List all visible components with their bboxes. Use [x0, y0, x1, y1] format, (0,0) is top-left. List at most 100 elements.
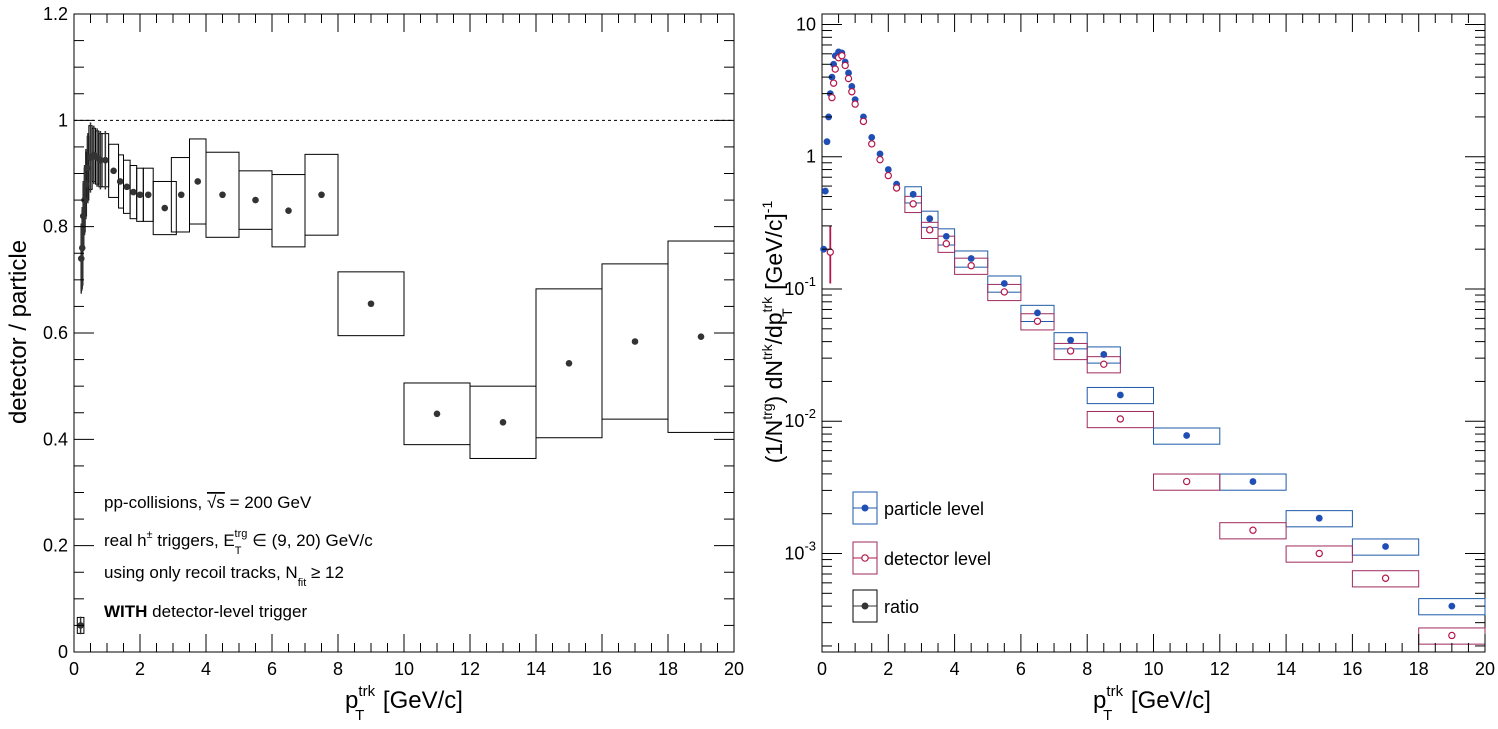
left-ytick-label: 0.8	[43, 217, 68, 237]
ann3-post: ≥ 12	[306, 563, 344, 582]
annotation-collisions: pp-collisions, √s = 200 GeV	[104, 493, 312, 512]
left-x-axis-ticks: 0 2 4 6 8 10 12 14 16 18 20	[69, 14, 744, 679]
spectrum-systematic-boxes	[904, 186, 1486, 645]
annotation-detector-trigger: WITH detector-level trigger	[104, 602, 307, 621]
left-annotations: pp-collisions, √s = 200 GeV real h± trig…	[104, 493, 373, 621]
particle-sys-box-27	[1086, 386, 1154, 405]
left-xtick-label: 4	[201, 659, 211, 679]
ratio-sys-box-24	[304, 153, 339, 236]
left-y-axis-label: detector / particle	[5, 240, 32, 424]
detector-point-20	[1033, 317, 1042, 325]
right-xtick-label: 14	[1276, 659, 1296, 679]
particle-sys-box-32	[1418, 598, 1486, 616]
left-xlabel-sup: trk	[358, 683, 375, 700]
ann2-sup: ±	[147, 529, 153, 541]
left-x-axis-label: ptrk T [GeV/c]	[345, 683, 463, 724]
particle-point-1	[821, 187, 829, 195]
legend-entry-ratio: ratio	[852, 589, 919, 623]
detector-point-28	[1448, 631, 1456, 640]
particle-point-17	[884, 166, 892, 173]
rylabel-d-sup: -1	[759, 201, 775, 214]
particle-point-26	[1100, 351, 1108, 358]
detector-point-27	[1381, 574, 1390, 582]
ann4-bold: WITH	[104, 602, 147, 621]
rylabel-c-sup: trk	[759, 296, 775, 313]
particle-point-20	[926, 215, 934, 223]
ratio-point-14	[123, 183, 131, 191]
detector-sys-box-23	[1086, 410, 1154, 429]
rylabel-c: /dp	[761, 312, 787, 344]
right-y-axis-ticks: 10-3 10-2 10-1 1 10	[784, 14, 1485, 647]
ann2-pre: real h	[104, 531, 147, 550]
particle-point-25	[1067, 336, 1075, 344]
right-y-axis-label: (1/Ntrg) dNtrk/dptrkT [GeV/c]-1	[759, 201, 795, 464]
ratio-markers	[77, 122, 705, 635]
ratio-point-24	[318, 191, 325, 199]
left-ytick-label: 0.2	[43, 536, 68, 556]
particle-point-21	[942, 232, 950, 240]
right-ytick-label: 1	[806, 147, 816, 167]
particle-point-24	[1034, 309, 1041, 317]
right-ytick-label: 10-1	[784, 274, 816, 299]
left-ytick-label: 1.2	[43, 4, 68, 24]
particle-point-31	[1382, 543, 1389, 550]
right-xtick-label: 16	[1342, 659, 1362, 679]
particle-point-16	[876, 150, 884, 158]
detector-point-18	[967, 261, 975, 270]
right-xtick-label: 4	[950, 659, 960, 679]
ratio-point-26	[433, 410, 441, 418]
ratio-point-15	[130, 188, 137, 196]
detector-point-16	[926, 226, 934, 234]
ratio-point-29	[631, 338, 639, 345]
annotation-triggers: real h± triggers, ETtrg ∈ (9, 20) GeV/c	[104, 528, 373, 557]
left-xtick-label: 10	[394, 659, 414, 679]
left-xtick-label: 8	[333, 659, 343, 679]
ratio-point-28	[565, 360, 573, 367]
right-xlabel-unit: [GeV/c]	[1124, 687, 1211, 714]
right-xlabel-sub: T	[1103, 707, 1112, 724]
legend-detector-label: detector level	[884, 549, 991, 569]
particle-point-28	[1183, 432, 1191, 439]
detector-point-17	[942, 240, 951, 248]
ann2-sup2: trg	[235, 528, 248, 540]
left-y-axis-ticks: 0 0.2 0.4 0.6 0.8 1 1.2	[43, 4, 734, 662]
ann3-sub: fit	[298, 577, 307, 589]
legend: particle level detector level ratio	[852, 491, 991, 623]
left-xlabel-main: p	[345, 687, 358, 714]
ratio-point-23	[285, 207, 292, 215]
ann1-sqrt: √s	[207, 493, 225, 512]
detector-point-26	[1315, 549, 1323, 558]
legend-detector-marker	[861, 554, 869, 562]
ratio-point-21	[219, 191, 226, 199]
right-xtick-label: 8	[1082, 659, 1092, 679]
detector-point-21	[1066, 347, 1075, 355]
detector-point-24	[1182, 477, 1191, 486]
rylabel-d: [GeV/c]	[761, 213, 787, 296]
ann1-post: = 200 GeV	[225, 493, 312, 512]
ratio-point-19	[177, 191, 185, 199]
detector-point-11	[868, 140, 876, 148]
ratio-sys-box-30	[667, 240, 735, 433]
right-xtick-label: 6	[1016, 659, 1026, 679]
right-xtick-label: 18	[1409, 659, 1429, 679]
ratio-point-20	[194, 178, 202, 185]
legend-ratio-marker	[861, 602, 869, 610]
detector-point-2	[829, 79, 838, 87]
right-x-axis-label: ptrk T [GeV/c]	[1093, 683, 1211, 724]
particle-point-15	[868, 134, 876, 141]
particle-point-12	[848, 83, 856, 90]
ratio-panel: 0 2 4 6 8 10 12 14 16 18 20 0 0.2 0.4 0.6 0.8 1 1.2 dete…	[5, 4, 744, 724]
ratio-point-22	[252, 196, 259, 204]
legend-particle-label: particle level	[884, 499, 984, 519]
left-xtick-label: 18	[658, 659, 678, 679]
detector-point-14	[892, 184, 901, 192]
ratio-point-10	[97, 156, 104, 164]
detector-point-10	[859, 117, 868, 126]
ann1-pre: pp-collisions,	[104, 493, 207, 512]
ann4-post: detector-level trigger	[147, 602, 307, 621]
ratio-point-30	[697, 333, 705, 341]
right-xtick-label: 20	[1475, 659, 1495, 679]
left-xtick-label: 20	[724, 659, 744, 679]
right-ytick-label: 10-2	[784, 406, 816, 431]
